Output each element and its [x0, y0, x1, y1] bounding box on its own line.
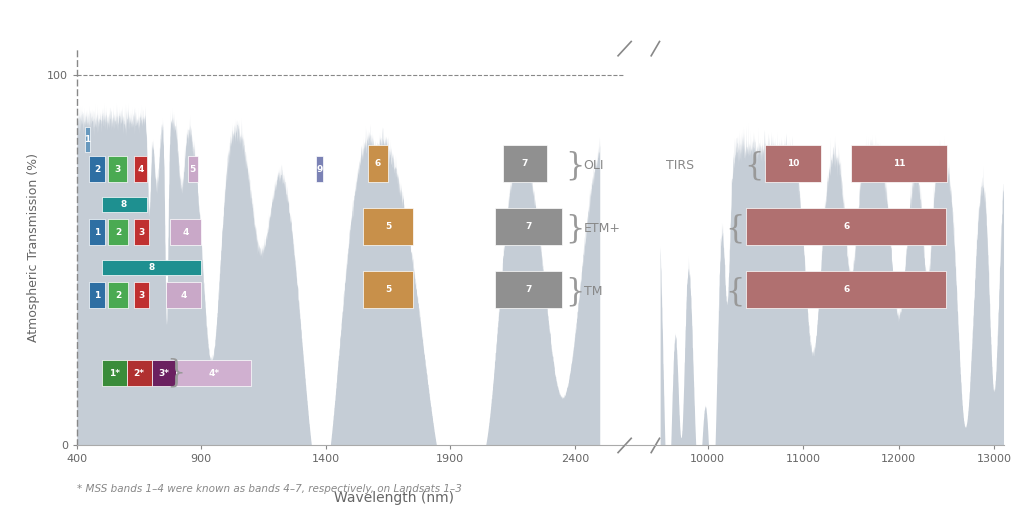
- Text: 4: 4: [137, 165, 143, 174]
- Text: }: }: [167, 357, 185, 389]
- Text: 2*: 2*: [133, 369, 144, 378]
- Bar: [134, 282, 150, 308]
- Text: 3: 3: [138, 291, 144, 300]
- Text: 2: 2: [115, 228, 121, 237]
- Bar: [496, 208, 562, 245]
- Bar: [170, 219, 202, 245]
- Y-axis label: Atmospheric Transmission (%): Atmospheric Transmission (%): [27, 153, 40, 342]
- Text: 1: 1: [94, 228, 100, 237]
- Text: 8: 8: [148, 263, 155, 272]
- Text: 5: 5: [385, 285, 391, 294]
- Bar: [108, 156, 127, 182]
- Bar: [765, 145, 821, 182]
- Text: 6: 6: [375, 159, 381, 168]
- Bar: [369, 145, 388, 182]
- Text: 11: 11: [893, 159, 905, 168]
- Text: }: }: [565, 276, 585, 307]
- Bar: [503, 145, 548, 182]
- Text: 5: 5: [189, 165, 196, 174]
- Bar: [89, 156, 105, 182]
- Bar: [496, 271, 562, 308]
- Text: 4: 4: [182, 228, 189, 237]
- Bar: [152, 360, 176, 386]
- Text: 10: 10: [787, 159, 800, 168]
- Bar: [101, 360, 127, 386]
- Bar: [176, 360, 251, 386]
- Bar: [364, 208, 413, 245]
- Text: OLI: OLI: [584, 159, 604, 172]
- Bar: [315, 156, 324, 182]
- Text: 7: 7: [525, 222, 531, 231]
- Text: TIRS: TIRS: [666, 159, 694, 172]
- Text: * MSS bands 1–4 were known as bands 4–7, respectively, on Landsats 1–3: * MSS bands 1–4 were known as bands 4–7,…: [77, 483, 462, 494]
- Text: 1*: 1*: [109, 369, 120, 378]
- Text: 3: 3: [114, 165, 121, 174]
- Bar: [108, 282, 128, 308]
- Text: {: {: [744, 150, 764, 181]
- Text: 1: 1: [94, 291, 100, 300]
- Text: 8: 8: [121, 200, 127, 209]
- Text: 7: 7: [525, 285, 531, 294]
- Text: }: }: [565, 150, 585, 181]
- Text: 6: 6: [843, 285, 849, 294]
- Text: 9: 9: [316, 165, 323, 174]
- Text: 1: 1: [84, 135, 91, 144]
- Text: 2: 2: [115, 291, 121, 300]
- Text: 4*: 4*: [208, 369, 219, 378]
- Bar: [745, 208, 946, 245]
- Text: 4: 4: [180, 291, 187, 300]
- Text: MSS: MSS: [181, 367, 208, 379]
- Text: 5: 5: [385, 222, 391, 231]
- Bar: [101, 197, 146, 212]
- Text: 7: 7: [522, 159, 528, 168]
- Bar: [89, 282, 105, 308]
- Bar: [85, 126, 90, 153]
- Text: 3: 3: [138, 228, 144, 237]
- Text: Wavelength (nm): Wavelength (nm): [334, 491, 455, 505]
- Bar: [745, 271, 946, 308]
- Text: {: {: [726, 213, 745, 244]
- Bar: [167, 282, 202, 308]
- Bar: [851, 145, 947, 182]
- Bar: [134, 219, 150, 245]
- Bar: [101, 260, 202, 275]
- Text: }: }: [565, 213, 585, 244]
- Text: 3*: 3*: [159, 369, 169, 378]
- Bar: [89, 219, 105, 245]
- Bar: [364, 271, 413, 308]
- Text: ETM+: ETM+: [584, 222, 621, 235]
- Text: {: {: [726, 276, 745, 307]
- Text: 6: 6: [843, 222, 849, 231]
- Bar: [127, 360, 152, 386]
- Bar: [134, 156, 146, 182]
- Text: TM: TM: [584, 285, 602, 298]
- Bar: [108, 219, 128, 245]
- Text: 2: 2: [94, 165, 100, 174]
- Bar: [187, 156, 198, 182]
